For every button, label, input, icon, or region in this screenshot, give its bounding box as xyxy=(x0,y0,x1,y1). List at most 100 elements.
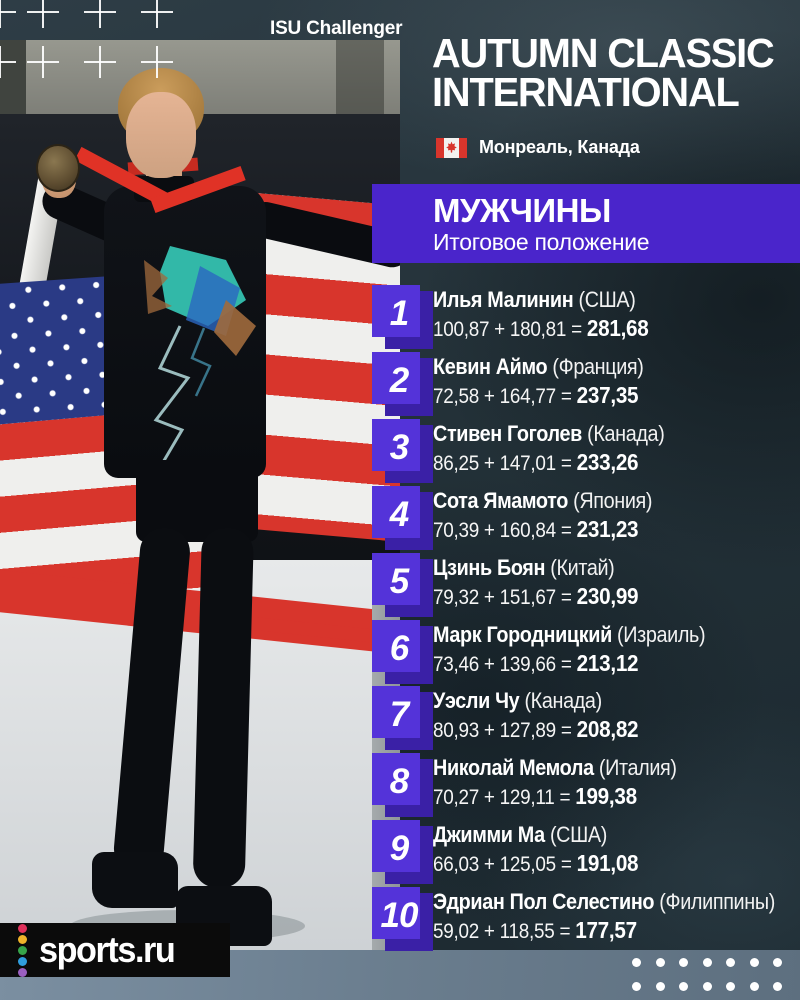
score-breakdown: 59,02 + 118,55 = xyxy=(433,920,576,944)
skater-face xyxy=(126,92,196,178)
score-line: 70,27 + 129,11 = 199,38 xyxy=(433,781,677,813)
rank-badge-face xyxy=(372,753,420,806)
athlete-line: Джимми Ма (США) xyxy=(433,821,638,848)
athlete-name: Кевин Аймо xyxy=(433,353,548,379)
rank-number: 10 xyxy=(380,896,419,936)
crosshair-icon xyxy=(27,0,59,28)
section-header: МУЖЧИНЫ Итоговое положение xyxy=(372,184,800,263)
athlete-name: Николай Мемола xyxy=(433,755,594,781)
standings-row: 7 Уэсли Чу (Канада) 80,93 + 127,89 = 208… xyxy=(372,686,800,751)
rank-number: 9 xyxy=(389,829,409,869)
score-breakdown: 100,87 + 180,81 = xyxy=(433,318,587,341)
rank-badge-face xyxy=(372,887,420,940)
decor-dot xyxy=(726,982,735,991)
crosshair-icon xyxy=(27,46,59,78)
athlete-country: (США) xyxy=(549,822,607,848)
athlete-line: Уэсли Чу (Канада) xyxy=(433,687,638,714)
athlete-country: (Израиль) xyxy=(617,621,706,647)
score-breakdown: 70,27 + 129,11 = xyxy=(433,786,576,810)
score-line: 66,03 + 125,05 = 191,08 xyxy=(433,848,639,880)
row-text: Николай Мемола (Италия) 70,27 + 129,11 =… xyxy=(433,754,677,813)
decor-dot xyxy=(632,958,641,967)
rank-number: 5 xyxy=(389,561,409,601)
rank-number: 8 xyxy=(389,762,409,802)
athlete-name: Уэсли Чу xyxy=(433,688,520,714)
athlete-country: (Италия) xyxy=(598,755,677,781)
score-total: 191,08 xyxy=(576,850,639,877)
score-line: 59,02 + 118,55 = 177,57 xyxy=(433,915,775,947)
logo-dot xyxy=(18,956,27,966)
score-total: 237,35 xyxy=(576,381,639,408)
score-breakdown: 73,46 + 139,66 = xyxy=(433,652,577,676)
score-line: 72,58 + 164,77 = 237,35 xyxy=(433,380,643,412)
rank-badge-face xyxy=(372,686,420,739)
decor-dot xyxy=(679,958,688,967)
logo-dot xyxy=(18,923,27,933)
decor-dots xyxy=(632,958,782,991)
standings-row: 10 Эдриан Пол Селестино (Филиппины) 59,0… xyxy=(372,887,800,952)
rank-number: 1 xyxy=(389,294,409,333)
skate-boot xyxy=(92,852,178,908)
athlete-country: (Япония) xyxy=(573,487,653,513)
row-text: Эдриан Пол Селестино (Филиппины) 59,02 +… xyxy=(433,888,775,947)
score-line: 70,39 + 160,84 = 231,23 xyxy=(433,514,652,546)
decor-dot xyxy=(773,982,782,991)
sports-ru-logo: sports.ru xyxy=(0,923,230,977)
rank-badge: 4 xyxy=(372,485,433,550)
costume-crystal-design xyxy=(144,246,256,465)
decor-dot xyxy=(749,982,759,991)
medal-icon xyxy=(36,144,80,192)
row-text: Стивен Гоголев (Канада) 86,25 + 147,01 =… xyxy=(433,420,665,479)
crosshair-icon xyxy=(0,0,16,28)
score-line: 86,25 + 147,01 = 233,26 xyxy=(433,447,664,479)
standings-row: 8 Николай Мемола (Италия) 70,27 + 129,11… xyxy=(372,753,800,818)
location-text: Монреаль, Канада xyxy=(479,137,640,157)
rank-badge: 6 xyxy=(372,619,433,684)
athlete-country: (Канада) xyxy=(524,688,602,714)
category-subtitle: Итоговое положение xyxy=(433,228,650,255)
rank-badge: 2 xyxy=(372,351,433,416)
standings-row: 4 Сота Ямамото (Япония) 70,39 + 160,84 =… xyxy=(372,485,800,550)
score-line: 73,46 + 139,66 = 213,12 xyxy=(433,648,705,680)
score-total: 208,82 xyxy=(576,716,639,743)
rank-badge: 3 xyxy=(372,418,433,483)
athlete-country: (Филиппины) xyxy=(659,889,775,915)
logo-dot xyxy=(18,934,27,944)
crosshair-icon xyxy=(141,46,173,78)
standings-row: 1 Илья Малинин (США) 100,87 + 180,81 = 2… xyxy=(372,285,800,349)
score-line: 80,93 + 127,89 = 208,82 xyxy=(433,714,639,746)
row-text: Илья Малинин (США) 100,87 + 180,81 = 281… xyxy=(433,286,649,345)
rank-badge-face xyxy=(372,552,420,605)
decor-dot xyxy=(655,982,665,991)
score-breakdown: 70,39 + 160,84 = xyxy=(433,518,577,542)
row-text: Цзинь Боян (Китай) 79,32 + 151,67 = 230,… xyxy=(433,554,639,613)
standings-row: 5 Цзинь Боян (Китай) 79,32 + 151,67 = 23… xyxy=(372,552,800,617)
rank-number: 2 xyxy=(389,360,409,400)
athlete-name: Марк Городницкий xyxy=(433,621,612,647)
score-total: 213,12 xyxy=(576,649,639,676)
rank-badge: 1 xyxy=(372,285,433,349)
athlete-name: Сота Ямамото xyxy=(433,487,568,513)
rank-badge: 5 xyxy=(372,552,433,617)
score-total: 281,68 xyxy=(586,315,649,341)
athlete-line: Стивен Гоголев (Канада) xyxy=(433,420,665,447)
athlete-name: Джимми Ма xyxy=(433,822,545,848)
row-text: Марк Городницкий (Израиль) 73,46 + 139,6… xyxy=(433,621,706,680)
rank-badge-face xyxy=(372,619,420,672)
crosshair-icon xyxy=(84,0,116,28)
arena-wall-shadow xyxy=(336,40,384,114)
rank-badge-face xyxy=(372,485,420,538)
score-breakdown: 72,58 + 164,77 = xyxy=(433,384,577,408)
page-title: AUTUMN CLASSIC INTERNATIONAL xyxy=(432,33,775,113)
athlete-country: (Франция) xyxy=(552,353,644,379)
arena-wall-shadow xyxy=(0,40,26,114)
event-location: Монреаль, Канада xyxy=(436,137,640,158)
athlete-country: (США) xyxy=(578,287,636,312)
rank-number: 3 xyxy=(389,427,409,467)
crosshair-marks xyxy=(0,0,240,120)
score-total: 233,26 xyxy=(576,448,639,475)
score-total: 231,23 xyxy=(576,515,639,542)
logo-dots xyxy=(18,923,27,977)
